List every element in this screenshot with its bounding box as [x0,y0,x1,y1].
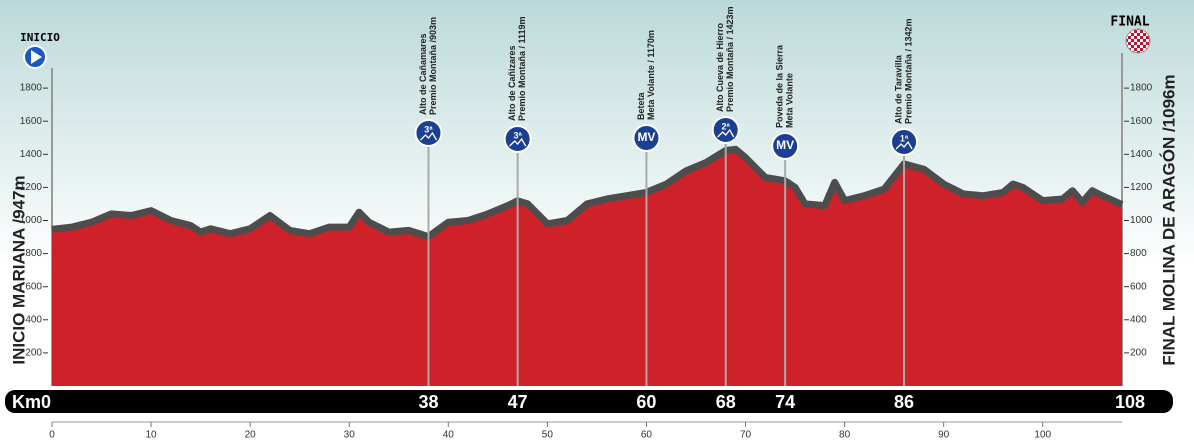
x-tick-label: 70 [740,430,752,441]
pass-badge [890,128,919,156]
y-tick-label-right: 1600 [1130,116,1153,127]
y-tick-label-right: 1000 [1130,215,1153,226]
y-tick-label: 1200 [20,182,43,193]
x-tick-label: 10 [146,430,158,441]
km-marker: Km0 [12,392,51,412]
y-tick-label-right: 600 [1130,281,1147,292]
pass-badge-icon [509,137,527,147]
start-label: INICIO [20,31,60,44]
km-marker: 86 [894,392,914,412]
pass-badge-label: 3ª [513,130,522,140]
km-marker: 108 [1115,392,1145,412]
y-tick-label-right: 800 [1130,248,1147,259]
x-tick-label: 0 [49,430,55,441]
pass-detail: Meta Volante / 1170m [646,30,656,120]
finish-name: FINAL MOLINA DE ARAGÓN /1096m [1159,74,1178,365]
pass-badge-icon [717,128,735,138]
km-marker: 68 [716,392,736,412]
pass-badge [711,116,740,144]
x-tick-label: 20 [245,430,257,441]
y-tick-label: 800 [25,248,42,259]
y-tick-label: 1800 [20,83,43,94]
km-marker: 60 [636,392,656,412]
pass-badge-label: 3ª [424,124,433,134]
y-tick-label-right: 1200 [1130,182,1153,193]
y-tick-label: 400 [25,314,42,325]
pass-badge-label: 1ª [900,133,909,143]
y-tick-label: 1600 [20,116,43,127]
y-tick-label: 1000 [20,215,43,226]
pass-badge [632,124,661,152]
y-tick-label-right: 200 [1130,348,1147,359]
start-icon-arrow [31,50,42,64]
pass-badge-icon [895,140,913,150]
profile-edge [51,145,1124,241]
y-tick-label: 200 [25,348,42,359]
start-name: INICIO MARIANA /947m [9,175,28,364]
y-tick-label: 600 [25,281,42,292]
pass-badge-icon [420,131,438,141]
pass-badge [503,125,532,153]
pass-badge-label: 2ª [722,121,731,131]
km-marker: 47 [508,392,528,412]
finish-icon [1125,28,1151,54]
pass-badge-label: MV [776,138,794,152]
y-tick-label: 1400 [20,149,43,160]
pass-badge [414,119,443,147]
pass-name: Alto de Cañamares [418,33,428,115]
y-tick-label-right: 400 [1130,314,1147,325]
x-tick-label: 30 [344,430,356,441]
pass-name: Alto Cueva de Hierro [715,22,725,112]
km-marker: 38 [418,392,438,412]
km-bar [5,390,1173,413]
x-tick-label: 90 [938,430,950,441]
pass-name: Poveda de la Sierra [775,44,785,128]
pass-detail: Premio Montaña / 1119m [517,16,527,121]
pass-detail: Premio Montaña /903m [428,17,438,115]
finish-label: FINAL [1110,15,1149,30]
x-tick-label: 100 [1034,430,1051,441]
pass-detail: Premio Montaña / 1423m [725,6,735,112]
y-tick-label-right: 1800 [1130,83,1153,94]
pass-detail: Premio Montaña / 1342m [903,18,913,124]
pass-badge [771,132,800,160]
pass-name: Alto de Taravilla [893,54,903,124]
x-tick-label: 80 [839,430,851,441]
x-tick-label: 50 [542,430,554,441]
km-marker: 74 [775,392,795,412]
pass-detail: Meta Volante [785,73,795,128]
x-tick-label: 60 [641,430,653,441]
y-tick-label-right: 1400 [1130,149,1153,160]
pass-name: Alto de Cañizares [507,45,517,121]
pass-name: Beteta [636,91,646,120]
profile-area [52,149,1122,386]
x-tick-label: 40 [443,430,455,441]
pass-badge-label: MV [637,130,655,144]
